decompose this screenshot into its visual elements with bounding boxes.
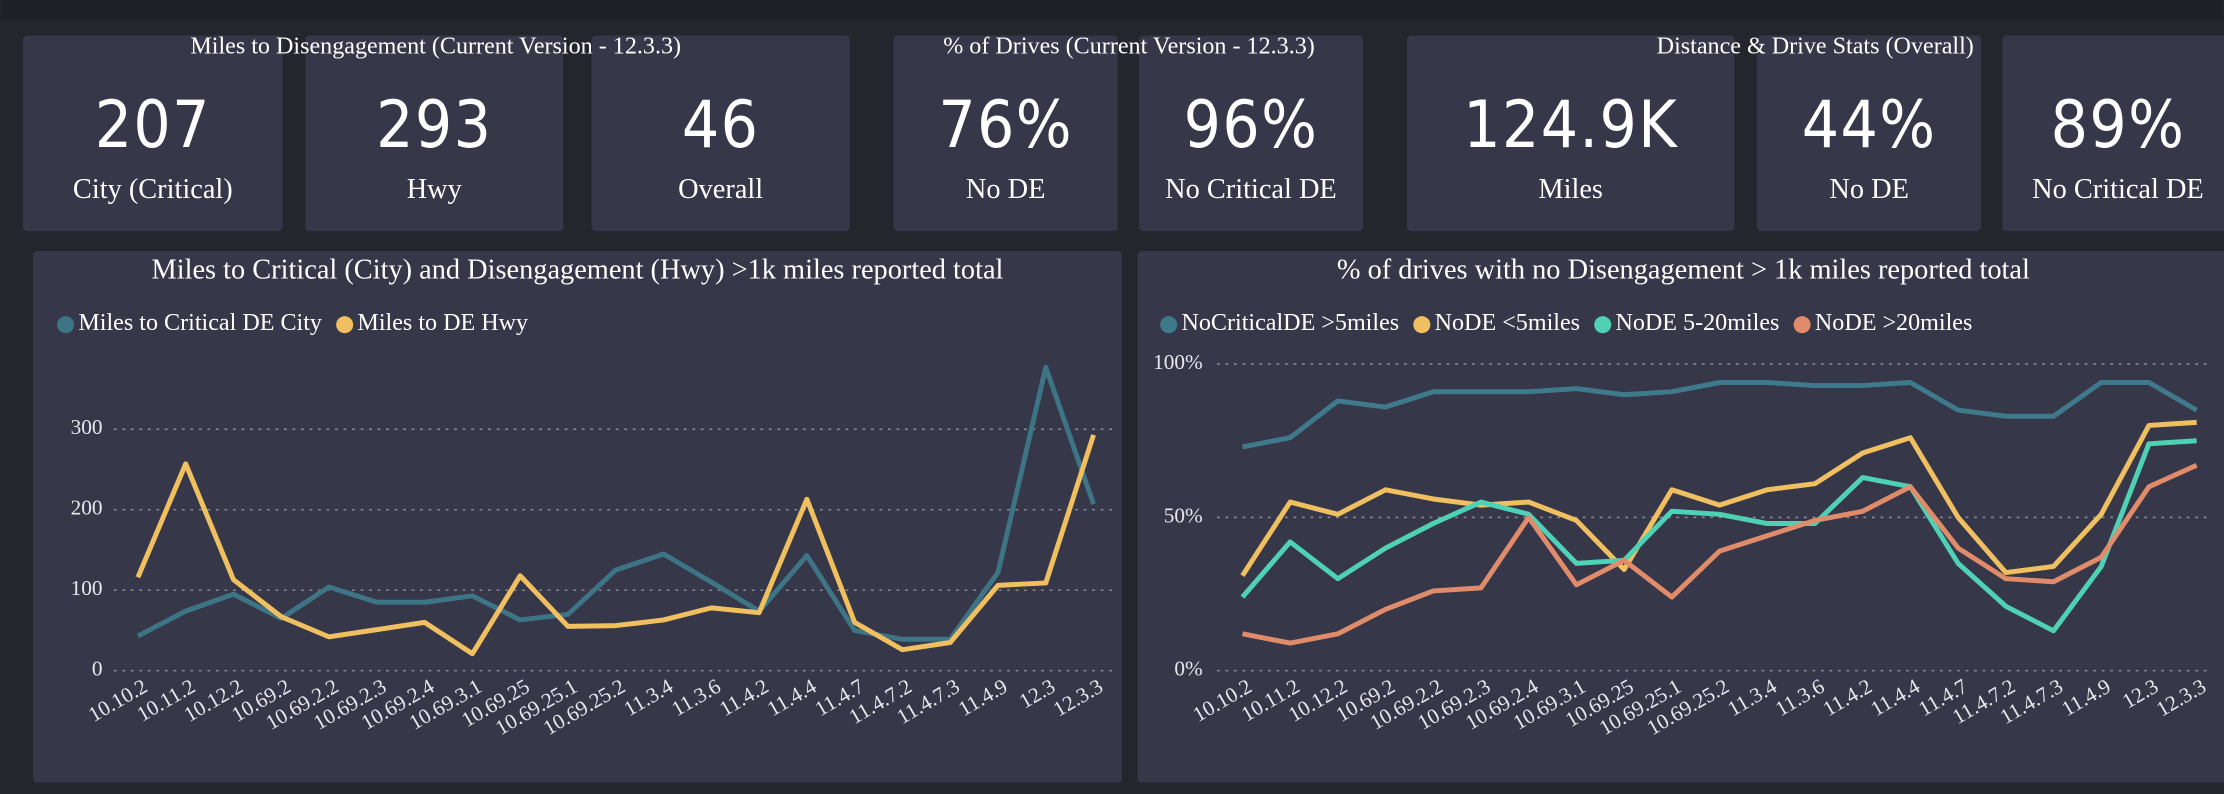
legend-label: Miles to Critical DE City [78, 310, 322, 336]
y-tick-label: 200 [71, 496, 103, 520]
legend-label: NoDE <5miles [1435, 310, 1580, 336]
series-line [1241, 380, 2198, 450]
kpi-label: Hwy [407, 174, 463, 205]
kpi-label: No Critical DE [2032, 174, 2204, 205]
chart-panel [1137, 250, 2224, 783]
legend-swatch [1160, 316, 1178, 334]
legend-label: NoCriticalDE >5miles [1181, 310, 1399, 336]
kpi-card [305, 35, 564, 232]
chart-title: Miles to Critical (City) and Disengageme… [151, 255, 1003, 286]
y-tick-label: 100% [1153, 350, 1203, 374]
legend-label: NoDE 5-20miles [1615, 310, 1779, 336]
kpi-value: 207 [95, 87, 211, 163]
kpi-value: 293 [376, 87, 492, 163]
legend-swatch [57, 316, 75, 334]
kpi-value: 89% [2051, 87, 2186, 163]
top-bar [0, 0, 2224, 20]
kpi-value: 76% [938, 87, 1073, 163]
legend-swatch [1793, 316, 1811, 334]
series-line [1240, 438, 2197, 634]
kpi-label: No Critical DE [1165, 174, 1337, 205]
series-line [1241, 463, 2198, 646]
kpi-label: City (Critical) [73, 174, 233, 205]
kpi-label: Overall [678, 174, 763, 205]
kpi-label: No DE [1829, 174, 1909, 205]
series-line [136, 364, 1096, 642]
chart-panel [33, 250, 1122, 783]
kpi-value: 124.9K [1463, 87, 1678, 163]
kpi-card [1406, 35, 1735, 232]
kpi-value: 44% [1802, 87, 1937, 163]
legend-swatch [336, 316, 354, 334]
series-line [1240, 419, 2197, 577]
legend-swatch [1413, 316, 1431, 334]
kpi-card [591, 35, 850, 232]
chart-title: % of drives with no Disengagement > 1k m… [1337, 255, 2030, 286]
kpi-label: No DE [966, 174, 1046, 205]
legend-label: NoDE >20miles [1815, 310, 1972, 336]
kpi-card [893, 35, 1118, 232]
y-tick-label: 100 [71, 576, 103, 600]
kpi-label: Miles [1538, 174, 1603, 205]
y-tick-label: 0% [1174, 657, 1202, 681]
kpi-card [23, 35, 283, 232]
series-line [135, 434, 1096, 657]
kpi-group-title: Miles to Disengagement (Current Version … [190, 34, 681, 60]
legend-swatch [1594, 316, 1612, 334]
kpi-card [1757, 35, 1982, 232]
kpi-group-title: % of Drives (Current Version - 12.3.3) [943, 34, 1315, 60]
legend-label: Miles to DE Hwy [357, 310, 528, 336]
kpi-value: 46 [682, 87, 759, 163]
kpi-card [2002, 35, 2224, 232]
kpi-value: 96% [1184, 87, 1319, 163]
y-tick-label: 300 [71, 415, 103, 439]
y-tick-label: 50% [1164, 503, 1203, 527]
kpi-group-title: Distance & Drive Stats (Overall) [1657, 34, 1974, 60]
kpi-card [1138, 35, 1363, 232]
y-tick-label: 0 [92, 657, 103, 681]
